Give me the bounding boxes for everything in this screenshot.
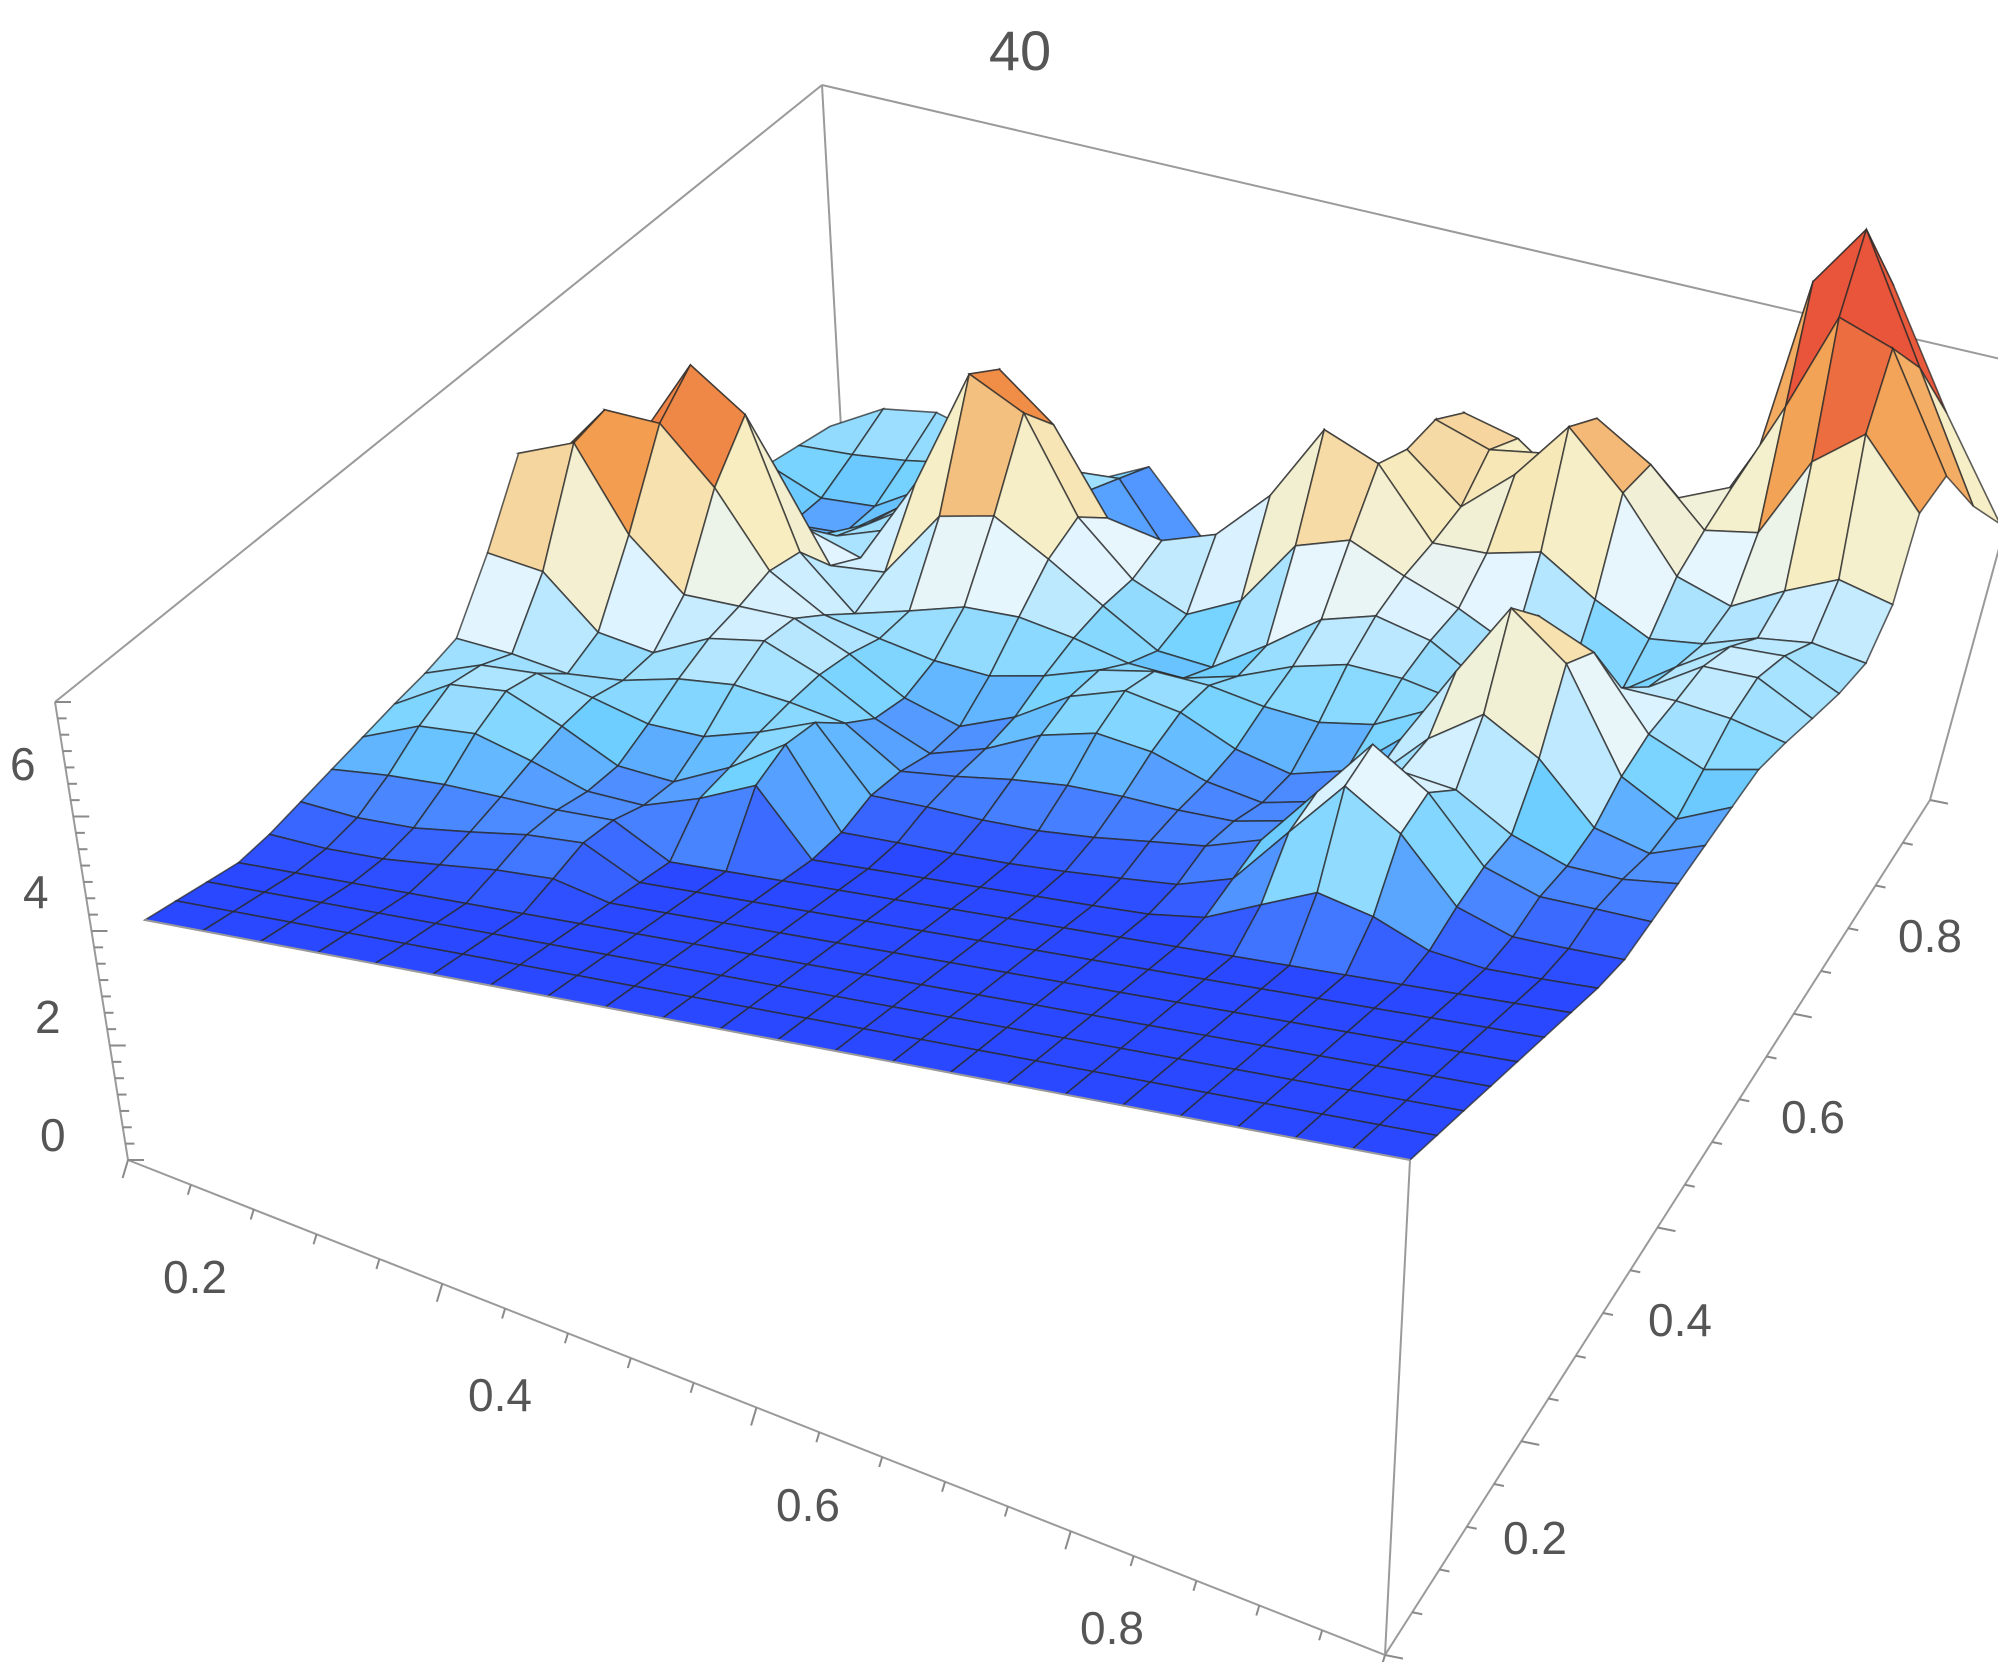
x-tick-mark xyxy=(186,1184,192,1196)
x-tick-mark xyxy=(121,1159,129,1179)
y-tick-label-2: 0.4 xyxy=(1648,1294,1712,1346)
x-tick-label-1: 0.2 xyxy=(163,1251,227,1303)
y-axis-ticks xyxy=(1384,799,1949,1660)
z-tick-label-2: 2 xyxy=(35,991,61,1043)
x-tick-mark xyxy=(815,1431,821,1443)
y-tick-label-3: 0.6 xyxy=(1781,1091,1845,1143)
x-tick-mark xyxy=(375,1258,381,1270)
x-tick-mark xyxy=(249,1209,255,1220)
y-tick-mark xyxy=(1630,1269,1641,1274)
y-tick-mark xyxy=(1902,841,1913,846)
y-tick-mark xyxy=(1875,884,1886,889)
z-tick-label-1: 0 xyxy=(40,1109,66,1161)
x-tick-label-3: 0.6 xyxy=(776,1479,840,1531)
surface-group xyxy=(142,226,1998,1161)
y-tick-mark xyxy=(1493,1483,1505,1487)
x-tick-mark xyxy=(1318,1629,1324,1641)
x-tick-mark xyxy=(1255,1605,1261,1616)
x-tick-mark xyxy=(878,1456,884,1468)
y-tick-label-4: 0.8 xyxy=(1898,910,1962,962)
y-tick-mark xyxy=(1412,1611,1423,1616)
y-tick-mark xyxy=(1575,1354,1586,1359)
x-tick-mark xyxy=(1003,1506,1009,1517)
x-tick-mark xyxy=(1192,1580,1198,1592)
x-tick-mark xyxy=(312,1233,318,1245)
plot-title: 40 xyxy=(989,19,1051,82)
x-tick-mark xyxy=(1064,1530,1072,1550)
y-tick-mark xyxy=(1793,1012,1812,1019)
x-tick-mark xyxy=(435,1283,444,1303)
y-tick-mark xyxy=(1657,1226,1676,1233)
x-tick-mark xyxy=(689,1382,695,1394)
x-tick-mark xyxy=(626,1357,632,1369)
z-axis-ticks xyxy=(55,701,144,1161)
x-tick-label-4: 0.8 xyxy=(1080,1602,1144,1654)
x-tick-mark xyxy=(750,1407,758,1426)
z-tick-label-4: 6 xyxy=(10,738,36,790)
y-tick-mark xyxy=(1848,927,1859,932)
x-tick-mark xyxy=(563,1332,569,1344)
y-tick-mark xyxy=(1766,1055,1777,1060)
x-tick-mark xyxy=(1129,1555,1135,1567)
x-axis-ticks xyxy=(121,1159,1386,1662)
x-tick-mark xyxy=(941,1481,947,1493)
y-tick-mark xyxy=(1602,1312,1614,1316)
y-tick-mark xyxy=(1711,1141,1723,1145)
y-tick-mark xyxy=(1684,1183,1695,1188)
y-tick-mark xyxy=(1521,1440,1540,1446)
y-tick-mark xyxy=(1466,1525,1477,1530)
y-tick-mark xyxy=(1439,1568,1450,1573)
x-tick-mark xyxy=(1381,1654,1386,1662)
y-tick-mark xyxy=(1384,1654,1404,1660)
y-tick-mark xyxy=(1548,1397,1559,1402)
y-tick-mark xyxy=(1739,1098,1750,1103)
y-tick-mark xyxy=(1929,799,1949,805)
z-tick-label-3: 4 xyxy=(23,866,49,918)
x-tick-label-2: 0.4 xyxy=(468,1369,532,1421)
y-tick-label-1: 0.2 xyxy=(1503,1512,1567,1564)
x-tick-mark xyxy=(501,1308,507,1319)
y-tick-mark xyxy=(1820,970,1832,974)
